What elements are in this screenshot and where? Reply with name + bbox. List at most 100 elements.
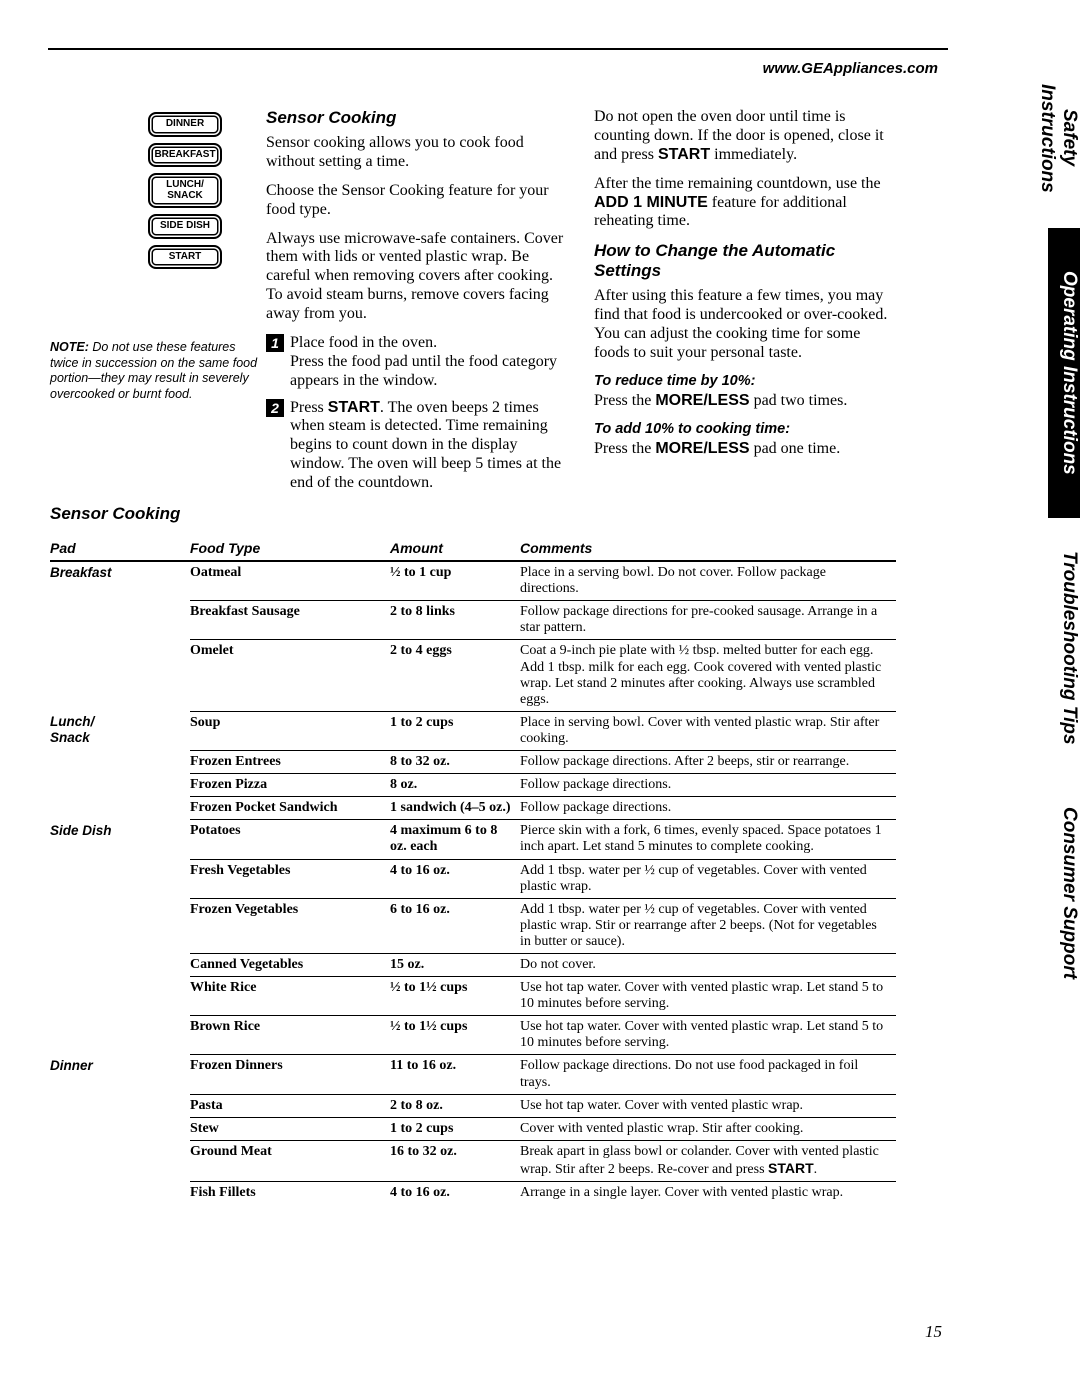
note-bold: NOTE:: [50, 340, 89, 354]
step-line: Press: [290, 399, 328, 416]
comment-cell: Coat a 9-inch pie plate with ½ tbsp. mel…: [520, 640, 896, 711]
food-cell: Brown Rice: [190, 1016, 390, 1055]
amount-cell: 1 sandwich (4–5 oz.): [390, 797, 520, 820]
food-cell: White Rice: [190, 977, 390, 1016]
pad-button: BREAKFAST: [148, 143, 222, 168]
text-run: Press the: [594, 440, 655, 457]
body-text: Choose the Sensor Cooking feature for yo…: [266, 182, 568, 220]
food-cell: Ground Meat: [190, 1140, 390, 1181]
pad-button: SIDE DISH: [148, 214, 222, 239]
side-tabs: Safety InstructionsOperating Instruction…: [1048, 48, 1080, 1348]
text-run: pad one time.: [750, 440, 841, 457]
table-row: Pasta2 to 8 oz.Use hot tap water. Cover …: [50, 1094, 896, 1117]
start-label: START: [658, 146, 710, 163]
sensor-cooking-table-section: Sensor Cooking PadFood TypeAmountComment…: [50, 500, 896, 1204]
table-row: Breakfast Sausage2 to 8 linksFollow pack…: [50, 601, 896, 640]
side-tab: Safety Instructions: [1048, 48, 1080, 228]
table-row: BreakfastOatmeal½ to 1 cupPlace in a ser…: [50, 561, 896, 601]
left-column: Sensor Cooking Sensor cooking allows you…: [266, 108, 568, 501]
table-row: Frozen Entrees8 to 32 oz.Follow package …: [50, 751, 896, 774]
table-body: BreakfastOatmeal½ to 1 cupPlace in a ser…: [50, 561, 896, 1204]
body-text: After the time remaining countdown, use …: [594, 175, 896, 232]
pad-button: START: [148, 245, 222, 270]
pad-cell: Side Dish: [50, 820, 190, 859]
amount-cell: 4 maximum 6 to 8 oz. each: [390, 820, 520, 859]
pad-cell: [50, 859, 190, 898]
pad-button: LUNCH/SNACK: [148, 173, 222, 208]
table-row: Frozen Vegetables6 to 16 oz.Add 1 tbsp. …: [50, 898, 896, 953]
table-row: DinnerFrozen Dinners11 to 16 oz.Follow p…: [50, 1055, 896, 1094]
step-line: Press the food pad until the food catego…: [290, 353, 557, 389]
food-cell: Potatoes: [190, 820, 390, 859]
comment-cell: Follow package directions. After 2 beeps…: [520, 751, 896, 774]
step-2: 2 Press START. The oven beeps 2 times wh…: [266, 399, 568, 493]
body-text: Do not open the oven door until time is …: [594, 108, 896, 165]
text-run: pad two times.: [750, 392, 848, 409]
food-cell: Oatmeal: [190, 561, 390, 601]
food-cell: Frozen Pocket Sandwich: [190, 797, 390, 820]
comment-cell: Use hot tap water. Cover with vented pla…: [520, 1094, 896, 1117]
more-less-label: MORE/LESS: [655, 440, 749, 457]
sensor-cooking-table: PadFood TypeAmountComments BreakfastOatm…: [50, 536, 896, 1204]
amount-cell: 4 to 16 oz.: [390, 1182, 520, 1205]
amount-cell: 1 to 2 cups: [390, 1117, 520, 1140]
page-body: www.GEAppliances.com DINNER BREAKFAST LUNC…: [48, 48, 948, 1348]
amount-cell: 4 to 16 oz.: [390, 859, 520, 898]
comment-cell: Add 1 tbsp. water per ½ cup of vegetable…: [520, 859, 896, 898]
table-header-row: PadFood TypeAmountComments: [50, 536, 896, 561]
body-text: After using this feature a few times, yo…: [594, 287, 896, 363]
button-stack: DINNER BREAKFAST LUNCH/SNACK SIDE DISH START: [148, 112, 222, 275]
body-text: Sensor cooking allows you to cook food w…: [266, 134, 568, 172]
text-run: Press the: [594, 392, 655, 409]
step-1: 1 Place food in the oven. Press the food…: [266, 334, 568, 391]
body-columns: Sensor Cooking Sensor cooking allows you…: [266, 108, 896, 501]
header-url: www.GEAppliances.com: [763, 60, 938, 77]
add-1-minute-label: ADD 1 MINUTE: [594, 194, 708, 211]
amount-cell: 2 to 8 oz.: [390, 1094, 520, 1117]
pad-button: DINNER: [148, 112, 222, 137]
pad-cell: Lunch/Snack: [50, 711, 190, 750]
text-run: After the time remaining countdown, use …: [594, 175, 881, 192]
pad-cell: [50, 797, 190, 820]
amount-cell: 16 to 32 oz.: [390, 1140, 520, 1181]
amount-cell: 8 oz.: [390, 774, 520, 797]
pad-cell: Breakfast: [50, 561, 190, 601]
amount-cell: 15 oz.: [390, 953, 520, 976]
side-tab: Consumer Support: [1048, 778, 1080, 1008]
food-cell: Fresh Vegetables: [190, 859, 390, 898]
food-cell: Stew: [190, 1117, 390, 1140]
table-row: Side DishPotatoes4 maximum 6 to 8 oz. ea…: [50, 820, 896, 859]
right-column: Do not open the oven door until time is …: [594, 108, 896, 501]
step-number-icon: 2: [266, 399, 284, 417]
food-cell: Pasta: [190, 1094, 390, 1117]
table-header: Pad: [50, 536, 190, 561]
comment-cell: Cover with vented plastic wrap. Stir aft…: [520, 1117, 896, 1140]
amount-cell: 11 to 16 oz.: [390, 1055, 520, 1094]
pad-cell: Dinner: [50, 1055, 190, 1094]
amount-cell: 6 to 16 oz.: [390, 898, 520, 953]
table-row: Stew1 to 2 cupsCover with vented plastic…: [50, 1117, 896, 1140]
table-row: White Rice½ to 1½ cupsUse hot tap water.…: [50, 977, 896, 1016]
table-header: Food Type: [190, 536, 390, 561]
table-row: Frozen Pocket Sandwich1 sandwich (4–5 oz…: [50, 797, 896, 820]
pad-cell: [50, 1094, 190, 1117]
table-row: Canned Vegetables15 oz.Do not cover.: [50, 953, 896, 976]
sensor-cooking-heading: Sensor Cooking: [266, 108, 568, 128]
food-cell: Frozen Pizza: [190, 774, 390, 797]
amount-cell: 8 to 32 oz.: [390, 751, 520, 774]
subheading-reduce: To reduce time by 10%:: [594, 373, 896, 390]
side-tab: Troubleshooting Tips: [1048, 518, 1080, 778]
pad-cell: [50, 1140, 190, 1181]
pad-cell: [50, 774, 190, 797]
food-cell: Omelet: [190, 640, 390, 711]
step-text: Press START. The oven beeps 2 times when…: [290, 399, 568, 493]
amount-cell: ½ to 1½ cups: [390, 1016, 520, 1055]
pad-cell: [50, 953, 190, 976]
comment-cell: Follow package directions.: [520, 774, 896, 797]
body-text: Press the MORE/LESS pad one time.: [594, 440, 896, 459]
comment-cell: Follow package directions for pre-cooked…: [520, 601, 896, 640]
table-row: Lunch/SnackSoup1 to 2 cupsPlace in servi…: [50, 711, 896, 750]
food-cell: Frozen Vegetables: [190, 898, 390, 953]
table-row: Omelet2 to 4 eggsCoat a 9-inch pie plate…: [50, 640, 896, 711]
table-header: Amount: [390, 536, 520, 561]
